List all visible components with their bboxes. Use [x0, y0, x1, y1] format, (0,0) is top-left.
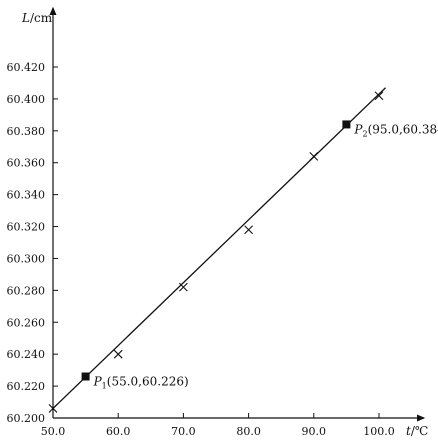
data-points: [48, 91, 384, 413]
x-axis-title: t/℃: [406, 424, 428, 438]
x-tick-label: 60.0: [106, 425, 131, 438]
y-tick-label: 60.220: [7, 380, 46, 393]
y-axis-unit: /cm: [30, 11, 53, 25]
data-point: [244, 225, 253, 235]
y-tick-label: 60.400: [7, 93, 46, 106]
data-point: [48, 404, 58, 413]
y-tick-label: 60.200: [7, 412, 46, 425]
fit-line: [52, 87, 386, 409]
x-tick-label: 50.0: [41, 425, 66, 438]
data-point: [374, 91, 384, 101]
x-axis-unit: /℃: [411, 424, 428, 438]
y-tick-label: 60.420: [7, 61, 46, 74]
x-ticks: 50.0 60.0 70.0 80.0 90.0 100.0: [41, 413, 395, 438]
y-tick-label: 60.240: [7, 348, 46, 361]
y-axis-symbol: L: [21, 11, 30, 25]
x-tick-label: 90.0: [302, 425, 327, 438]
labeled-points: P1(55.0,60.226) P2(95.0,60.384): [81, 120, 438, 391]
data-point: [113, 349, 123, 359]
y-tick-label: 60.320: [7, 221, 46, 234]
data-point: [309, 151, 319, 161]
x-tick-label: 80.0: [236, 425, 261, 438]
y-axis-title: L/cm: [21, 11, 53, 25]
y-tick-label: 60.360: [7, 157, 46, 170]
y-tick-label: 60.300: [7, 252, 46, 265]
y-ticks: 60.200 60.220 60.240 60.260 60.280 60.300 60.3…: [7, 61, 58, 425]
labeled-point-marker: [81, 372, 90, 381]
y-tick-label: 60.380: [7, 125, 46, 138]
y-tick-label: 60.340: [7, 189, 46, 202]
y-tick-label: 60.260: [7, 316, 46, 329]
x-tick-label: 100.0: [363, 425, 395, 438]
labeled-point-marker: [342, 120, 351, 129]
data-point: [179, 282, 188, 292]
x-axis-symbol: t: [406, 424, 411, 438]
labeled-point-label: P2(95.0,60.384): [353, 122, 438, 138]
x-tick-label: 70.0: [171, 425, 196, 438]
labeled-point-label: P1(55.0,60.226): [93, 375, 189, 391]
y-tick-label: 60.280: [7, 284, 46, 297]
